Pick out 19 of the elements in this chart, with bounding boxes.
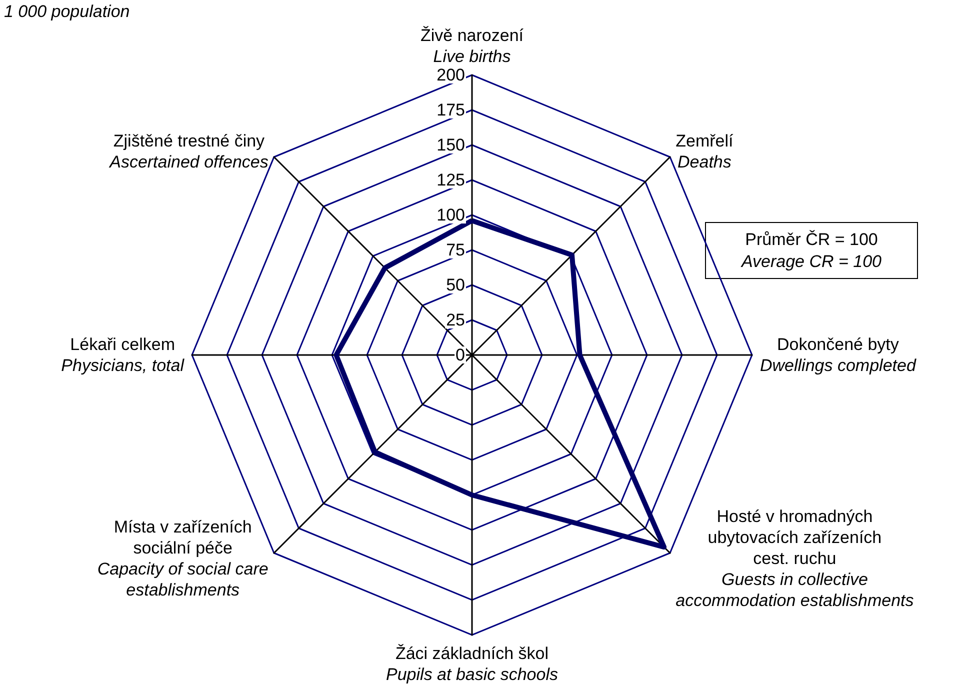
spoke-label: Dokončené byty Dwellings completed (760, 335, 916, 375)
spoke-label: Místa v zařízeních sociální péče Capacity of social care establishments (97, 518, 268, 600)
y-tick-label: 200 (436, 66, 465, 84)
spoke-label: Žáci základních škol Pupils at basic schools (386, 644, 558, 684)
chart-subtitle: 1 000 population (4, 2, 130, 21)
spoke-label: Hosté v hromadných ubytovacích zařízeních cest. ruchu Guests in collective accommodation establishments (676, 507, 914, 610)
y-tick-label: 100 (436, 206, 465, 224)
y-tick-label: 0 (456, 346, 465, 364)
spoke-label: Zemřelí Deaths (676, 131, 734, 172)
y-tick-label: 50 (446, 276, 465, 294)
y-tick-label: 150 (436, 136, 465, 154)
spoke-label: Lékaři celkem Physicians, total (61, 335, 186, 375)
y-tick-label: 25 (446, 310, 465, 330)
spoke-label: Zjištěné trestné činy Ascertained offences (108, 131, 269, 172)
spoke-label: Živě narození Live births (420, 26, 524, 66)
y-tick-label: 175 (436, 100, 465, 120)
y-tick-label: 75 (446, 240, 465, 260)
y-tick-label: 125 (436, 170, 465, 190)
text: Průměr ČR = 100 Average CR = 100 (740, 230, 882, 271)
